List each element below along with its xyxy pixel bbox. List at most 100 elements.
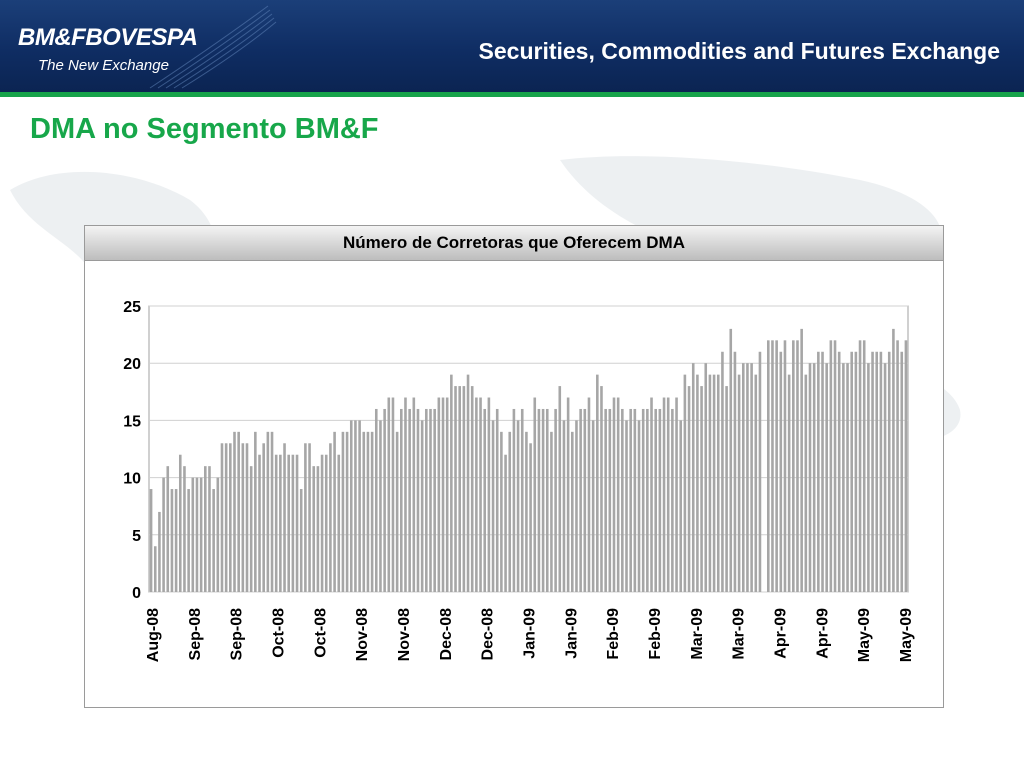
bar (400, 408, 403, 592)
bar (475, 397, 478, 592)
bar (792, 340, 795, 592)
bar (708, 374, 712, 592)
bar (804, 374, 808, 592)
bar (725, 386, 728, 592)
bar (529, 443, 532, 592)
bar (704, 363, 708, 592)
bar (337, 454, 341, 592)
bar (637, 420, 641, 592)
bar (796, 340, 799, 592)
bar (883, 363, 887, 592)
bar (174, 489, 178, 592)
x-tick-label: Apr-09 (773, 608, 790, 659)
bar (429, 408, 432, 592)
x-tick-label: May-09 (898, 608, 915, 662)
bar (829, 340, 833, 592)
bar (470, 386, 474, 592)
bar (733, 351, 737, 592)
bar (900, 351, 904, 592)
bar (212, 489, 215, 592)
bar (391, 397, 395, 592)
bar (354, 420, 357, 592)
header-title: Securities, Commodities and Futures Exch… (478, 38, 1000, 64)
chart-panel: Número de Corretoras que Oferecem DMA 0 5… (84, 225, 944, 708)
bar (754, 374, 758, 592)
bar (487, 397, 491, 592)
bar (450, 374, 453, 592)
page-title: DMA no Segmento BM&F (30, 113, 379, 145)
x-tick-label: Feb-09 (605, 608, 622, 660)
bar (516, 420, 520, 592)
bar (441, 397, 445, 592)
y-tick-label: 0 (132, 585, 141, 602)
bar (850, 351, 853, 592)
x-tick-label: Jan-09 (522, 608, 539, 659)
bar (520, 408, 524, 592)
bar (283, 443, 286, 592)
bar (629, 408, 632, 592)
x-tick-label: Oct-08 (312, 608, 329, 658)
bar (775, 340, 778, 592)
bar (633, 408, 637, 592)
bar (291, 454, 295, 592)
bar (454, 386, 457, 592)
bar (249, 466, 253, 592)
x-tick-label: Sep-08 (187, 608, 204, 661)
bar (191, 477, 195, 592)
bar (687, 386, 691, 592)
bar (654, 408, 657, 592)
bar (258, 454, 261, 592)
bar (437, 397, 441, 592)
header-divider (0, 92, 1024, 97)
bar (800, 328, 803, 592)
bar (596, 374, 599, 592)
x-tick-label: Apr-09 (814, 608, 831, 659)
bar (187, 489, 190, 592)
bar (254, 431, 257, 592)
bar (566, 397, 570, 592)
bar (812, 363, 816, 592)
bar (783, 340, 787, 592)
bar (229, 443, 232, 592)
bar (395, 431, 399, 592)
bar (750, 363, 753, 592)
bar (862, 340, 866, 592)
bar (746, 363, 749, 592)
x-tick-label: Nov-08 (354, 608, 371, 661)
bar (320, 454, 324, 592)
bar (641, 408, 645, 592)
bar (279, 454, 282, 592)
bar (224, 443, 228, 592)
bar (500, 431, 503, 592)
chart-title: Número de Corretoras que Oferecem DMA (343, 233, 685, 252)
bar (833, 340, 837, 592)
x-tick-label: Oct-08 (271, 608, 288, 658)
x-tick-label: Sep-08 (229, 608, 246, 661)
bar (508, 431, 512, 592)
bar (316, 466, 320, 592)
bar (304, 443, 307, 592)
bar (550, 431, 553, 592)
bar (416, 408, 420, 592)
bar (183, 466, 186, 592)
bar (512, 408, 516, 592)
x-tick-label: Mar-09 (689, 608, 706, 660)
bar (904, 340, 908, 592)
x-tick-label: Aug-08 (145, 608, 162, 662)
bar (600, 386, 603, 592)
bar (362, 431, 366, 592)
bar (408, 408, 411, 592)
bar (779, 351, 783, 592)
bar (700, 386, 703, 592)
bar (691, 363, 695, 592)
bar (787, 374, 791, 592)
bar (374, 408, 378, 592)
bar (758, 351, 762, 592)
bar (817, 351, 820, 592)
bar (558, 386, 562, 592)
header-decoration (149, 5, 277, 89)
bar (195, 477, 199, 592)
bar (846, 363, 849, 592)
logo-tagline: The New Exchange (38, 57, 169, 74)
bar (495, 408, 499, 592)
